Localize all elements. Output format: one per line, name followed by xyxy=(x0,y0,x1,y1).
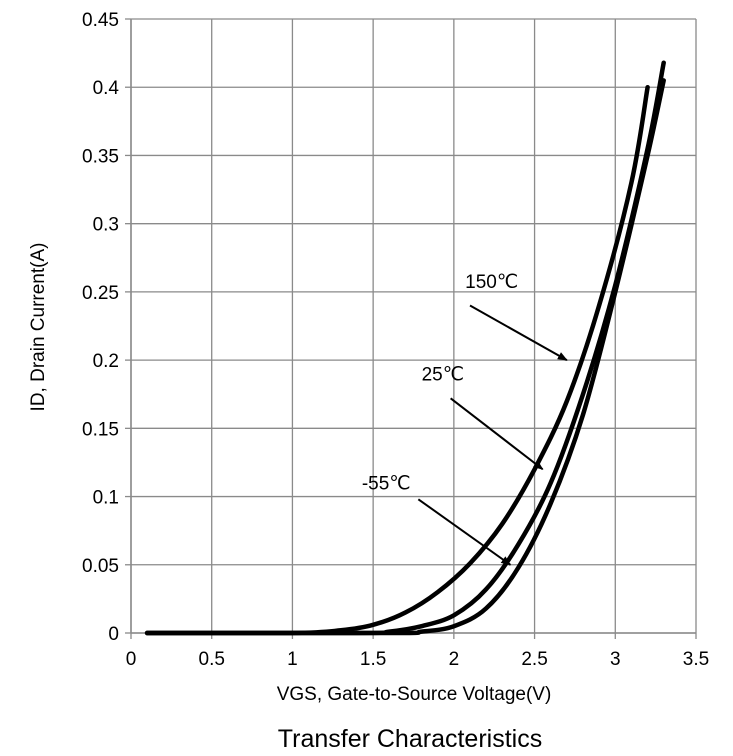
x-tick-label-1: 0.5 xyxy=(199,649,225,670)
annotation-arrow-2 xyxy=(417,498,512,566)
y-tick-label-3: 0.15 xyxy=(82,419,119,440)
y-tick-labels: 0 0.05 0.1 0.15 0.2 0.25 0.3 0.35 0.4 0.45 xyxy=(82,10,119,645)
y-axis-label: ID, Drain Current(A) xyxy=(28,243,49,412)
y-tick-label-8: 0.4 xyxy=(93,78,120,99)
annotations: 150℃ 25℃ -55℃ xyxy=(362,272,568,566)
y-tick-label-4: 0.2 xyxy=(93,351,119,372)
annotation-arrow-1 xyxy=(450,397,544,471)
y-tick-label-9: 0.45 xyxy=(82,10,119,31)
x-axis-label: VGS, Gate-to-Source Voltage(V) xyxy=(277,684,552,705)
annotation-label-2: -55℃ xyxy=(362,474,411,495)
annotation-arrow-0 xyxy=(469,304,568,361)
y-tick-label-7: 0.35 xyxy=(82,146,119,167)
x-tick-label-7: 3.5 xyxy=(683,649,709,670)
y-tick-label-1: 0.05 xyxy=(82,556,119,577)
x-tick-label-5: 2.5 xyxy=(521,649,547,670)
y-tick-label-0: 0 xyxy=(108,624,119,645)
x-tick-label-2: 1 xyxy=(287,649,298,670)
annotation-label-1: 25℃ xyxy=(422,365,464,386)
series-lines xyxy=(144,60,666,636)
x-tick-labels: 0 0.5 1 1.5 2 2.5 3 3.5 xyxy=(126,649,710,670)
x-tick-label-6: 3 xyxy=(610,649,621,670)
series-line-2 xyxy=(144,78,666,636)
plot-frame xyxy=(125,18,697,639)
x-tick-label-0: 0 xyxy=(126,649,137,670)
chart-title: Transfer Characteristics xyxy=(278,725,542,753)
y-tick-label-6: 0.3 xyxy=(93,215,119,236)
annotation-label-0: 150℃ xyxy=(465,272,518,293)
x-tick-label-4: 2 xyxy=(449,649,460,670)
y-tick-label-2: 0.1 xyxy=(93,488,119,509)
grid xyxy=(130,18,697,634)
y-tick-label-5: 0.25 xyxy=(82,283,119,304)
x-tick-label-3: 1.5 xyxy=(360,649,386,670)
